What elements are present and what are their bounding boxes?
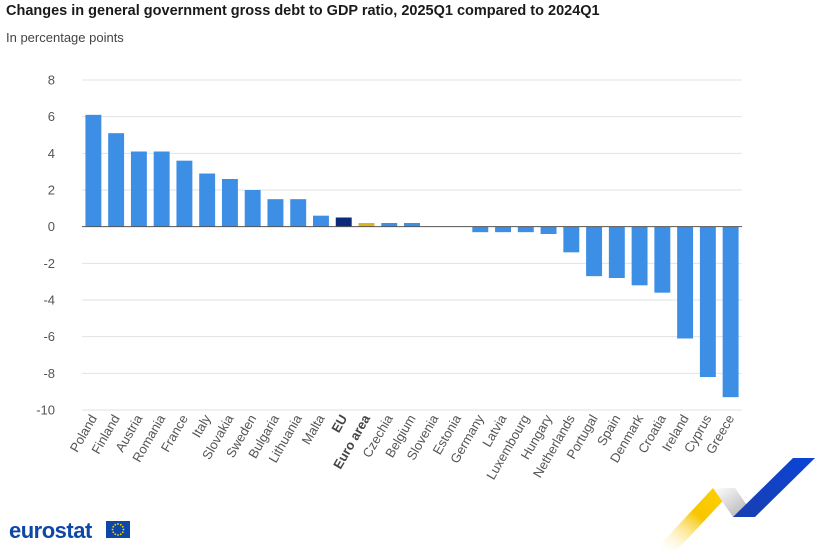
y-tick-label: 8 xyxy=(48,73,55,88)
bar-denmark[interactable] xyxy=(631,226,648,286)
y-tick-label: -10 xyxy=(36,403,55,418)
bar-romania[interactable] xyxy=(153,151,170,227)
eu-flag-icon xyxy=(106,521,130,538)
bar-netherlands[interactable] xyxy=(563,226,580,253)
bar-slovakia[interactable] xyxy=(221,179,238,227)
bar-poland[interactable] xyxy=(85,114,102,227)
y-tick-label: -8 xyxy=(43,366,55,381)
x-axis-labels: PolandFinlandAustriaRomaniaFranceItalySl… xyxy=(67,411,737,482)
bar-ireland[interactable] xyxy=(677,226,694,339)
bars xyxy=(85,114,739,398)
bar-france[interactable] xyxy=(176,160,193,227)
y-tick-label: 2 xyxy=(48,183,55,198)
bar-euro-area[interactable] xyxy=(358,223,375,227)
bar-malta[interactable] xyxy=(313,215,329,227)
bar-austria[interactable] xyxy=(130,151,147,227)
eurostat-swoosh-decoration xyxy=(655,458,815,550)
y-tick-label: 6 xyxy=(48,109,55,124)
y-tick-label: -2 xyxy=(43,256,55,271)
bar-hungary[interactable] xyxy=(540,226,557,234)
bar-germany[interactable] xyxy=(472,226,489,233)
chart-title: Changes in general government gross debt… xyxy=(6,3,600,19)
chart-subtitle: In percentage points xyxy=(6,30,124,45)
y-tick-label: -4 xyxy=(43,293,55,308)
bar-sweden[interactable] xyxy=(244,190,261,227)
grid-lines xyxy=(82,79,742,411)
y-axis-ticks: 8 6 4 2 0 -2 -4 -6 -8 -10 xyxy=(36,73,55,418)
bar-eu[interactable] xyxy=(335,217,352,227)
bar-croatia[interactable] xyxy=(654,226,671,293)
bar-latvia[interactable] xyxy=(495,226,511,233)
eurostat-logo-text: eurostat xyxy=(9,518,92,543)
y-tick-label: 0 xyxy=(48,219,55,234)
x-label-eu: EU xyxy=(328,412,350,435)
bar-cyprus[interactable] xyxy=(699,226,716,377)
bar-czechia[interactable] xyxy=(381,223,398,227)
y-tick-label: 4 xyxy=(48,146,55,161)
bar-luxembourg[interactable] xyxy=(517,226,534,233)
y-tick-label: -6 xyxy=(43,329,55,344)
bar-spain[interactable] xyxy=(608,226,625,278)
x-label-malta: Malta xyxy=(299,411,328,447)
bar-bulgaria[interactable] xyxy=(267,199,284,227)
bar-portugal[interactable] xyxy=(586,226,603,277)
bar-finland[interactable] xyxy=(108,133,125,227)
bar-italy[interactable] xyxy=(199,173,216,227)
bar-lithuania[interactable] xyxy=(290,199,307,227)
bar-belgium[interactable] xyxy=(404,223,420,227)
bar-greece[interactable] xyxy=(722,226,739,398)
